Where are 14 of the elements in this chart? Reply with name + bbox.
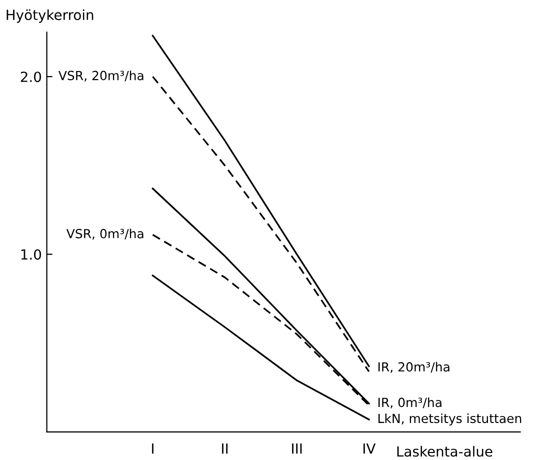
annotation: IR, 20m³/ha [378, 362, 450, 373]
annotation: IR, 0m³/ha [378, 397, 442, 408]
y-axis-title: Hyötykerroin [6, 9, 94, 23]
annotation: VSR, 0m³/ha [66, 228, 144, 240]
y-tick-label: 1.0 [21, 249, 42, 260]
x-tick-label: II [222, 443, 228, 454]
annotation: LkN, metsitys istuttaen [378, 413, 522, 426]
x-axis-title: Laskenta-alue [397, 446, 492, 457]
x-tick-label: IV [363, 443, 376, 454]
x-tick-label: III [292, 443, 302, 454]
annotation: VSR, 20m³/ha [58, 70, 144, 82]
y-tick-label: 2.0 [20, 72, 42, 82]
x-tick-label: I [152, 443, 154, 454]
line-series [152, 274, 370, 420]
